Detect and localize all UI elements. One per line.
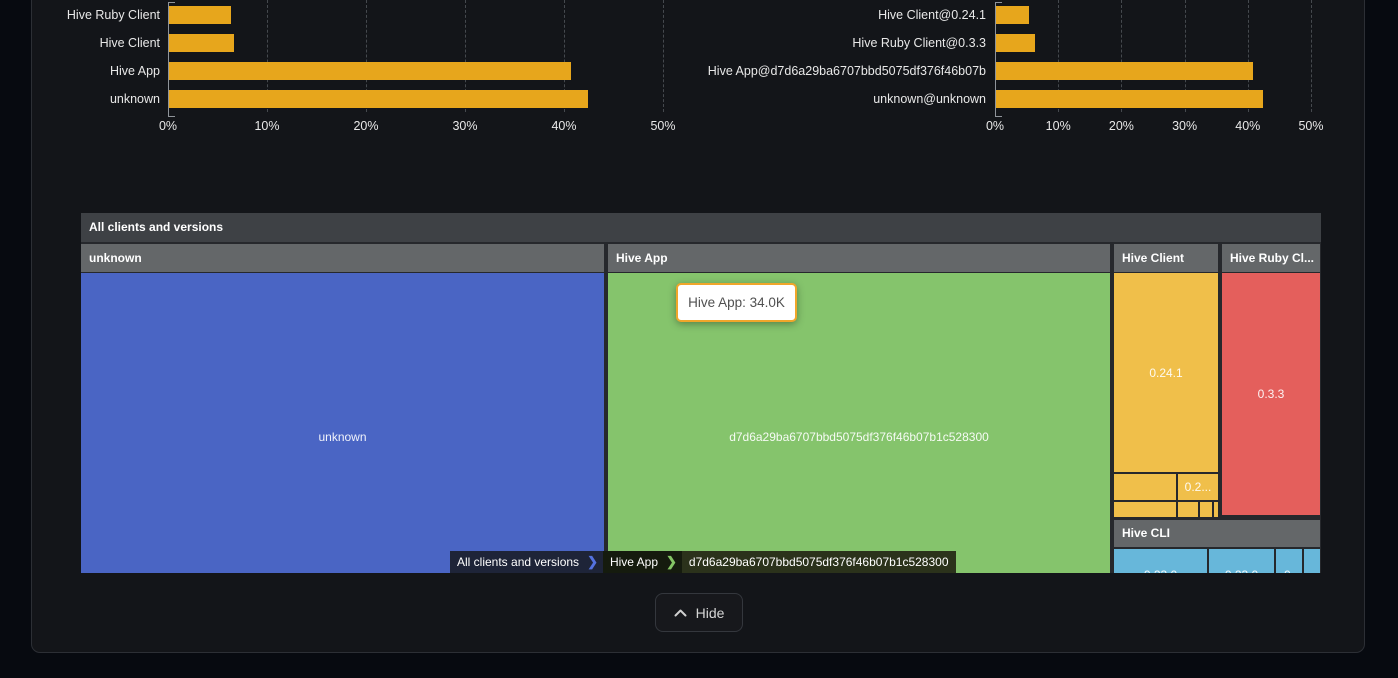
x-tick-label: 0%: [158, 119, 178, 133]
axis-cap: [995, 116, 1002, 117]
category-label: unknown@unknown: [873, 92, 986, 106]
chart-bar: [996, 34, 1036, 52]
hide-button[interactable]: Hide: [655, 593, 743, 632]
treemap-block[interactable]: [1200, 502, 1212, 517]
x-tick-label: 30%: [452, 119, 478, 133]
x-tick-label: 40%: [551, 119, 577, 133]
treemap-breadcrumb: All clients and versions ❯ Hive App ❯ d7d6a2…: [450, 551, 956, 573]
gridline: [366, 0, 367, 112]
treemap-block[interactable]: 0.3.3: [1222, 273, 1320, 515]
treemap-block[interactable]: [1178, 502, 1198, 517]
treemap-section-header[interactable]: Hive App: [608, 244, 1110, 272]
gridline: [1058, 0, 1060, 112]
x-tick-label: 30%: [1172, 119, 1198, 133]
treemap-block[interactable]: [1114, 502, 1176, 517]
chart-bar: [169, 6, 232, 24]
treemap-tooltip: Hive App: 34.0K: [676, 283, 797, 322]
axis-cap: [995, 2, 1002, 3]
chart-bar: [169, 90, 588, 108]
breadcrumb-segment[interactable]: Hive App: [602, 551, 665, 573]
treemap-section-header[interactable]: Hive Client: [1114, 244, 1218, 272]
breadcrumb-segment[interactable]: All clients and versions: [450, 551, 587, 573]
gridline: [1247, 0, 1249, 112]
category-label: Hive Ruby Client@0.3.3: [852, 36, 986, 50]
category-label: Hive Client: [99, 36, 160, 50]
axis-cap: [168, 2, 175, 3]
x-tick-label: 10%: [1045, 119, 1071, 133]
axis-cap: [168, 116, 175, 117]
category-label: unknown: [109, 92, 160, 106]
treemap-block[interactable]: 0.23.0: [1209, 549, 1274, 573]
y-axis-line: [168, 2, 169, 117]
treemap-block[interactable]: d7d6a29ba6707bbd5075df376f46b07b1c528300: [608, 273, 1110, 573]
chart-bar: [169, 62, 571, 80]
category-label: Hive Client@0.24.1: [878, 8, 986, 22]
category-label: Hive App@d7d6a29ba6707bbd5075df376f46b07…: [707, 64, 986, 78]
treemap-root-header[interactable]: All clients and versions: [81, 213, 1321, 242]
clients-bar-chart: 0% 10% 20% 30% 40% 50% Hive Ruby Client Hive Cl…: [0, 0, 1398, 140]
breadcrumb-chevron-icon: ❯: [586, 551, 603, 573]
treemap-section-header[interactable]: Hive CLI: [1114, 520, 1320, 547]
breadcrumb-chevron-icon: ❯: [665, 551, 682, 573]
gridline: [465, 0, 466, 112]
chart-bar: [996, 6, 1029, 24]
x-tick-label: 40%: [1235, 119, 1261, 133]
x-tick-label: 20%: [353, 119, 379, 133]
treemap-block[interactable]: 0.24.1: [1114, 273, 1218, 472]
category-label: Hive App: [109, 64, 160, 78]
treemap-block[interactable]: 0.2...: [1178, 474, 1218, 500]
chart-bar: [996, 90, 1264, 108]
treemap-section-header[interactable]: Hive Ruby Cl...: [1222, 244, 1320, 272]
gridline: [267, 0, 268, 112]
clients-treemap: All clients and versions unknown unknown Hi…: [81, 213, 1321, 573]
x-tick-label: 10%: [254, 119, 280, 133]
gridline: [1121, 0, 1123, 112]
hide-button-label: Hide: [695, 604, 725, 621]
x-tick-label: 0%: [985, 119, 1005, 133]
client-versions-bar-chart: 0% 10% 20% 30% 40% 50% Hive Client@0.24.1 Hive …: [0, 0, 1398, 140]
treemap-block[interactable]: unknown: [81, 273, 604, 573]
treemap-block[interactable]: [1214, 502, 1218, 517]
treemap-block[interactable]: 0.23.0: [1114, 549, 1207, 573]
category-label: Hive Ruby Client: [66, 8, 160, 22]
gridline: [1311, 0, 1312, 112]
gridline: [663, 0, 664, 112]
tooltip-text: Hive App: 34.0K: [688, 295, 785, 310]
breadcrumb-segment[interactable]: d7d6a29ba6707bbd5075df376f46b07b1c528300: [681, 551, 956, 573]
chart-bar: [169, 34, 235, 52]
treemap-block[interactable]: [1114, 474, 1176, 500]
chart-bar: [996, 62, 1254, 80]
x-tick-label: 50%: [1298, 119, 1324, 133]
chevron-up-icon: [674, 609, 687, 616]
treemap-block[interactable]: [1304, 549, 1320, 573]
treemap-section-header[interactable]: unknown: [81, 244, 604, 272]
x-tick-label: 20%: [1108, 119, 1134, 133]
y-axis-line: [995, 2, 996, 117]
gridline: [1184, 0, 1186, 112]
treemap-block[interactable]: 0.: [1276, 549, 1302, 573]
gridline: [564, 0, 565, 112]
x-tick-label: 50%: [650, 119, 676, 133]
